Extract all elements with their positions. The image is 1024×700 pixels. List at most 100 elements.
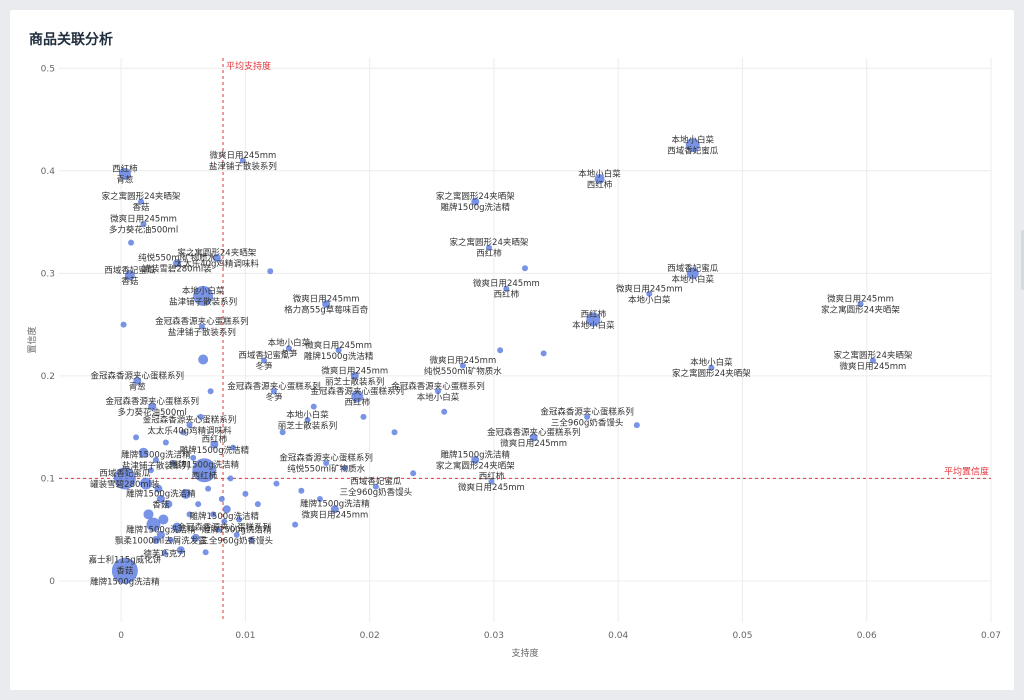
x-tick-label: 0.06 <box>857 631 877 641</box>
point-label: 纯悦550ml矿物质水 <box>424 366 502 377</box>
page-title: 商品关联分析 <box>29 32 113 48</box>
scatter-point <box>146 517 161 532</box>
point-label: 盐津铺子散装系列 <box>169 296 237 307</box>
point-label: 金冠森香源夹心蛋糕系列 <box>540 406 634 417</box>
point-label: 西红柿 <box>587 180 613 191</box>
scatter-point <box>270 388 277 395</box>
point-label: 西域香妃蜜瓜 <box>667 146 719 157</box>
scatter-point <box>198 323 205 330</box>
x-tick-label: 0.04 <box>608 631 628 641</box>
point-label: 香菇 <box>133 202 151 213</box>
scatter-point <box>285 345 292 352</box>
point-label: 微爽日用245mm <box>458 482 525 493</box>
point-label: 微爽日用245mm <box>500 438 567 449</box>
scatter-point <box>172 522 183 533</box>
scatter-point <box>193 285 214 306</box>
scatter-point <box>197 413 204 420</box>
point-label: 青葱 <box>116 174 133 185</box>
scatter-point <box>686 267 699 280</box>
scatter-point <box>869 357 876 364</box>
point-label: 金冠森香源夹心蛋糕系列 <box>310 386 404 397</box>
scatter-point <box>586 312 601 327</box>
point-label: 雕牌1500g洗洁精 <box>126 488 196 499</box>
point-label: 太太乐40g鸡精调味料 <box>147 426 232 437</box>
scatter-point <box>316 495 323 502</box>
point-label: 太太乐40g鸡精调味料 <box>175 258 260 269</box>
point-label: 微爽日用245mm <box>110 214 177 225</box>
scatter-point <box>351 390 364 403</box>
scatter-point <box>360 413 367 420</box>
scatter-point <box>176 546 185 555</box>
point-label: 香菇 <box>152 499 170 510</box>
point-label: 金冠森香源夹心蛋糕系列 <box>279 453 373 464</box>
point-label: 丽芝士散装系列 <box>278 420 338 431</box>
point-label: 三全960g奶香馒头 <box>200 535 273 546</box>
scatter-point <box>148 402 157 411</box>
point-label: 盐津铺子散装系列 <box>209 161 277 172</box>
point-label: 冬笋 <box>265 392 283 403</box>
point-label: 雕牌1500g洗洁精 <box>300 499 370 510</box>
point-label: 格力高55g草莓味百奇 <box>284 305 369 316</box>
scatter-point <box>128 239 135 246</box>
point-label: 盐津铺子散装系列 <box>168 327 236 338</box>
chart-card: 商品关联分析 <box>10 10 1014 690</box>
point-label: 西域香妃蜜瓜 <box>350 476 402 487</box>
scatter-point <box>323 460 330 467</box>
point-label: 丽芝士散装系列 <box>325 376 385 387</box>
scatter-point <box>190 454 197 461</box>
point-label: 家之寓圆形24夹晒架 <box>821 305 900 316</box>
scatter-point <box>202 549 209 556</box>
scatter-point <box>471 197 480 206</box>
point-label: 家之寓圆形24夹晒架 <box>436 191 515 202</box>
point-label: 金冠森香源夹心蛋糕系列 <box>91 371 185 382</box>
scatter-point <box>594 174 605 185</box>
scatter-point <box>140 221 147 228</box>
scatter-point <box>147 467 154 474</box>
y-tick-label: 0.4 <box>41 167 56 177</box>
scatter-point <box>156 530 165 539</box>
scatter-point <box>322 300 331 309</box>
scatter-point <box>685 138 700 153</box>
x-tick-label: 0.02 <box>360 631 380 641</box>
point-label: 微爽日用245mm <box>301 510 368 521</box>
scatter-point <box>152 456 159 463</box>
scrollbar[interactable] <box>1021 230 1024 290</box>
point-label: 微爽日用245mm <box>429 355 496 366</box>
point-label: 多力葵花油500ml <box>118 407 187 418</box>
scatter-point <box>133 377 142 386</box>
scatter-point <box>227 475 234 482</box>
scatter-point <box>191 533 200 542</box>
scatter-point <box>488 478 495 485</box>
scatter-point <box>111 557 138 584</box>
point-label: 飘柔1000ml去屑洗发露 <box>115 535 207 546</box>
scatter-point <box>459 362 466 369</box>
point-label: 金冠森香源夹心蛋糕系列 <box>178 522 272 533</box>
point-label: 盐津铺子散装系列 <box>122 460 190 471</box>
scatter-point <box>310 403 317 410</box>
scatter-point <box>170 460 177 467</box>
scatter-point <box>335 347 342 354</box>
point-label: 雕牌1500g洗洁精 <box>180 445 250 456</box>
scatter-point <box>143 509 154 520</box>
scatter-point <box>261 357 268 364</box>
point-label: 雕牌1500g洗洁精 <box>121 449 191 460</box>
scatter-point <box>304 416 311 423</box>
scatter-point <box>236 516 243 523</box>
scatter-point <box>540 350 547 357</box>
scatter-point <box>497 347 504 354</box>
scatter-point <box>205 485 212 492</box>
point-label: 嘉士利115g威化饼 <box>89 555 162 566</box>
scatter-point <box>167 536 174 543</box>
point-label: 本地小白菜 <box>628 294 671 305</box>
point-label: 微爽日用245mm <box>305 340 372 351</box>
point-label: 纯悦550ml矿物质水 <box>287 464 365 475</box>
point-label: 多力葵花油500ml <box>109 225 178 236</box>
point-label: 德芙巧克力 <box>143 548 186 559</box>
avg-confidence-label: 平均置信度 <box>944 465 989 477</box>
scatter-point <box>113 467 136 490</box>
scatter-point <box>242 490 249 497</box>
point-label: 金冠森香源夹心蛋糕系列 <box>391 381 485 392</box>
point-label: 西域香妃蜜瓜 <box>99 468 151 479</box>
point-label: 微爽日用245mm <box>473 278 540 289</box>
y-tick-label: 0.2 <box>41 372 55 382</box>
